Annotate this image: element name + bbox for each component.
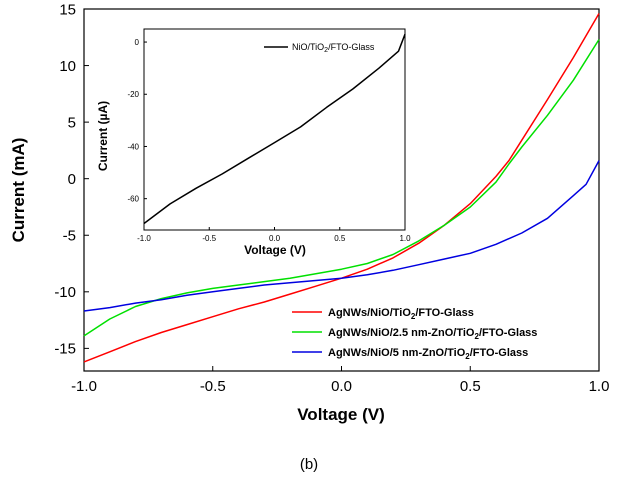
y-tick-label: -5 [63, 228, 76, 245]
y-tick-label: -60 [127, 194, 139, 203]
inset-legend: NiO/TiO2/FTO-Glass [264, 42, 375, 54]
series-line-3 [83, 160, 600, 312]
legend-label-1: AgNWs/NiO/TiO2/FTO-Glass [328, 307, 474, 321]
main-y-axis-title: Current (mA) [9, 138, 28, 243]
x-tick-label: 0.5 [334, 234, 346, 243]
y-tick-label: 15 [59, 1, 76, 18]
x-tick-label: -0.5 [202, 234, 216, 243]
x-tick-label: 0.0 [331, 378, 352, 395]
figure-caption: (b) [300, 456, 318, 473]
series-line-1 [83, 13, 600, 363]
y-tick-label: -40 [127, 142, 139, 151]
legend-label-3: AgNWs/NiO/5 nm-ZnO/TiO2/FTO-Glass [328, 347, 528, 361]
legend-label-2: AgNWs/NiO/2.5 nm-ZnO/TiO2/FTO-Glass [328, 327, 537, 341]
main-ticks: -1.0 -0.5 0.0 0.5 1.0 15 10 5 0 -5 -10 -15 [54, 1, 609, 395]
x-tick-label: 1.0 [399, 234, 411, 243]
inset-x-axis-title: Voltage (V) [244, 243, 306, 257]
main-x-axis-title: Voltage (V) [297, 405, 385, 424]
x-tick-label: 0.0 [269, 234, 281, 243]
x-tick-label: -0.5 [200, 378, 226, 395]
y-tick-label: 0 [135, 38, 140, 47]
series-line-1 [143, 33, 406, 225]
y-tick-label: 0 [68, 171, 76, 188]
main-series [83, 13, 600, 363]
x-tick-label: 1.0 [589, 378, 610, 395]
y-tick-label: 10 [59, 58, 76, 75]
inset-ticks: -1.0 -0.5 0.0 0.5 1.0 0 -20 -40 -60 [127, 38, 411, 243]
main-legend: AgNWs/NiO/TiO2/FTO-Glass AgNWs/NiO/2.5 n… [292, 307, 537, 361]
x-tick-label: -1.0 [137, 234, 151, 243]
y-tick-label: -10 [54, 284, 76, 301]
series-line-2 [83, 39, 600, 337]
inset-y-axis-title: Current (µA) [96, 101, 110, 171]
y-tick-label: -20 [127, 90, 139, 99]
y-tick-label: -15 [54, 341, 76, 358]
y-tick-label: 5 [68, 114, 76, 131]
inset-legend-label: NiO/TiO2/FTO-Glass [292, 42, 375, 54]
inset-plot-frame [143, 28, 406, 231]
x-tick-label: 0.5 [460, 378, 481, 395]
x-tick-label: -1.0 [71, 378, 97, 395]
inset-series [143, 33, 406, 225]
